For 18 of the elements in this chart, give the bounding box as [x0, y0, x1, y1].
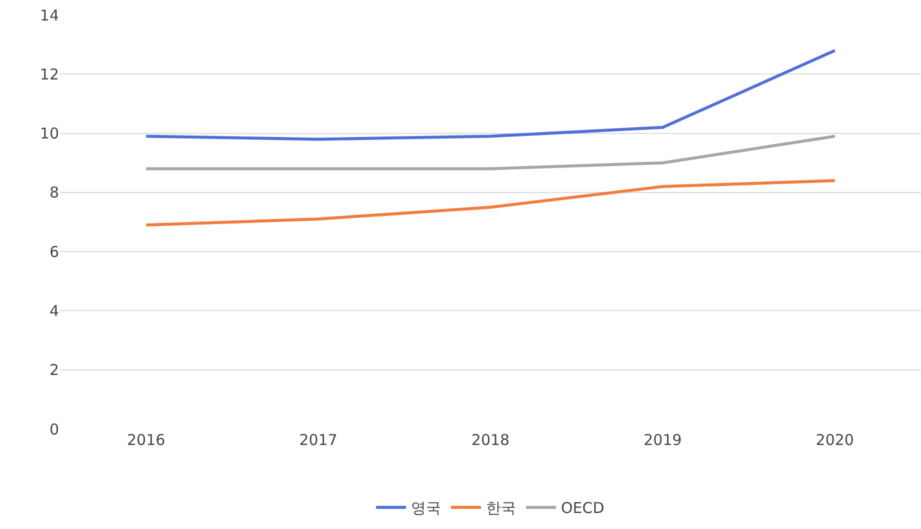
x-tick-label: 2018	[471, 431, 510, 449]
legend-label: 한국	[486, 499, 516, 518]
x-tick-label: 2016	[127, 431, 166, 449]
y-tick-label: 10	[40, 124, 59, 143]
line-series	[144, 179, 836, 226]
line-series	[144, 48, 836, 141]
y-tick-label: 4	[49, 302, 59, 320]
x-tick-label: 2019	[644, 431, 682, 449]
y-tick-label: 12	[40, 65, 59, 84]
y-tick-label: 0	[49, 420, 59, 438]
legend-label: 영국	[411, 499, 441, 518]
y-tick-label: 8	[49, 184, 59, 202]
y-tick-label: 2	[49, 361, 59, 380]
x-tick-label: 2017	[299, 431, 338, 449]
y-tick-label: 6	[49, 242, 59, 261]
y-tick-label: 14	[40, 6, 59, 24]
x-tick-label: 2020	[816, 431, 854, 449]
legend-label: OECD	[561, 499, 604, 518]
